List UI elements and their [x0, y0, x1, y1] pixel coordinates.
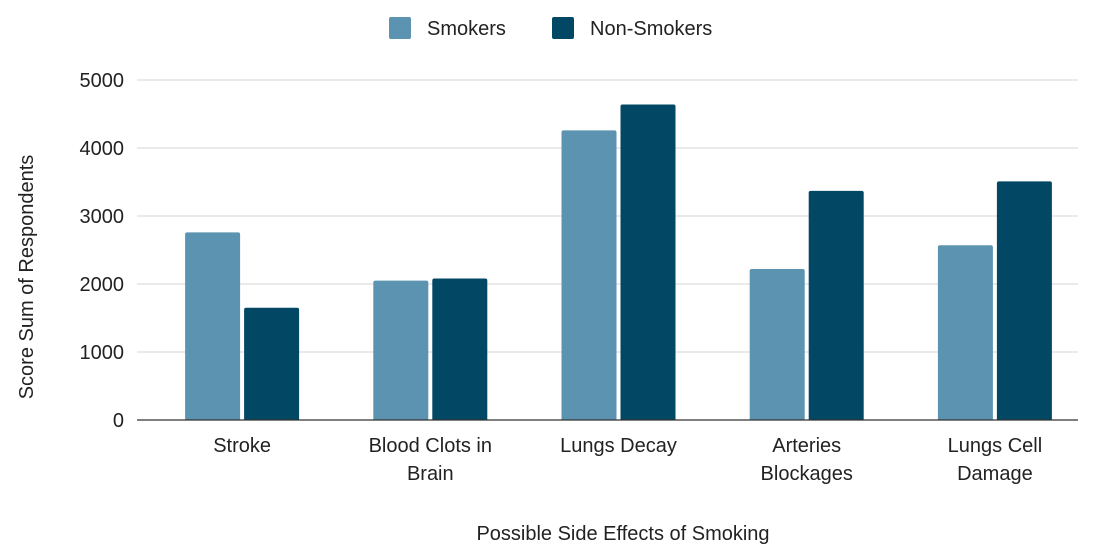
- bar-non-smokers-4: [808, 190, 864, 420]
- x-axis-categories: Stroke Blood Clots in Brain Lungs Decay Arte…: [213, 435, 1042, 485]
- legend-swatch: [389, 17, 411, 39]
- y-tick-label: 2000: [80, 274, 125, 296]
- bar-non-smokers-5: [996, 181, 1052, 420]
- legend-label: Smokers: [427, 18, 506, 40]
- x-category-label: Blood Clots in Brain: [369, 435, 492, 485]
- x-axis-title: Possible Side Effects of Smoking: [476, 523, 769, 545]
- y-tick-label: 1000: [80, 342, 125, 364]
- y-axis-ticks: 0 1000 2000 3000 4000 5000: [80, 70, 125, 432]
- y-axis-title: Score Sum of Respondents: [16, 155, 38, 400]
- bar-smokers-5: [937, 245, 993, 420]
- y-tick-label: 4000: [80, 138, 125, 160]
- bar-non-smokers-1: [244, 307, 300, 420]
- bar-non-smokers-3: [620, 104, 676, 420]
- y-tick-label: 3000: [80, 206, 125, 228]
- x-category-label: Arteries Blockages: [761, 435, 853, 485]
- bar-smokers-1: [185, 232, 241, 420]
- legend: Smokers Non-Smokers: [389, 17, 712, 40]
- y-tick-label: 5000: [80, 70, 125, 92]
- bars: [185, 104, 1052, 420]
- y-tick-label: 0: [113, 410, 124, 432]
- bar-smokers-3: [561, 130, 617, 420]
- x-category-label: Lungs Decay: [560, 435, 677, 457]
- x-category-label: Lungs Cell Damage: [948, 435, 1043, 485]
- x-category-label: Stroke: [213, 435, 271, 457]
- legend-swatch: [552, 17, 574, 39]
- legend-label: Non-Smokers: [590, 18, 712, 40]
- bar-smokers-4: [749, 269, 805, 420]
- bar-non-smokers-2: [432, 278, 488, 420]
- bar-smokers-2: [373, 280, 429, 420]
